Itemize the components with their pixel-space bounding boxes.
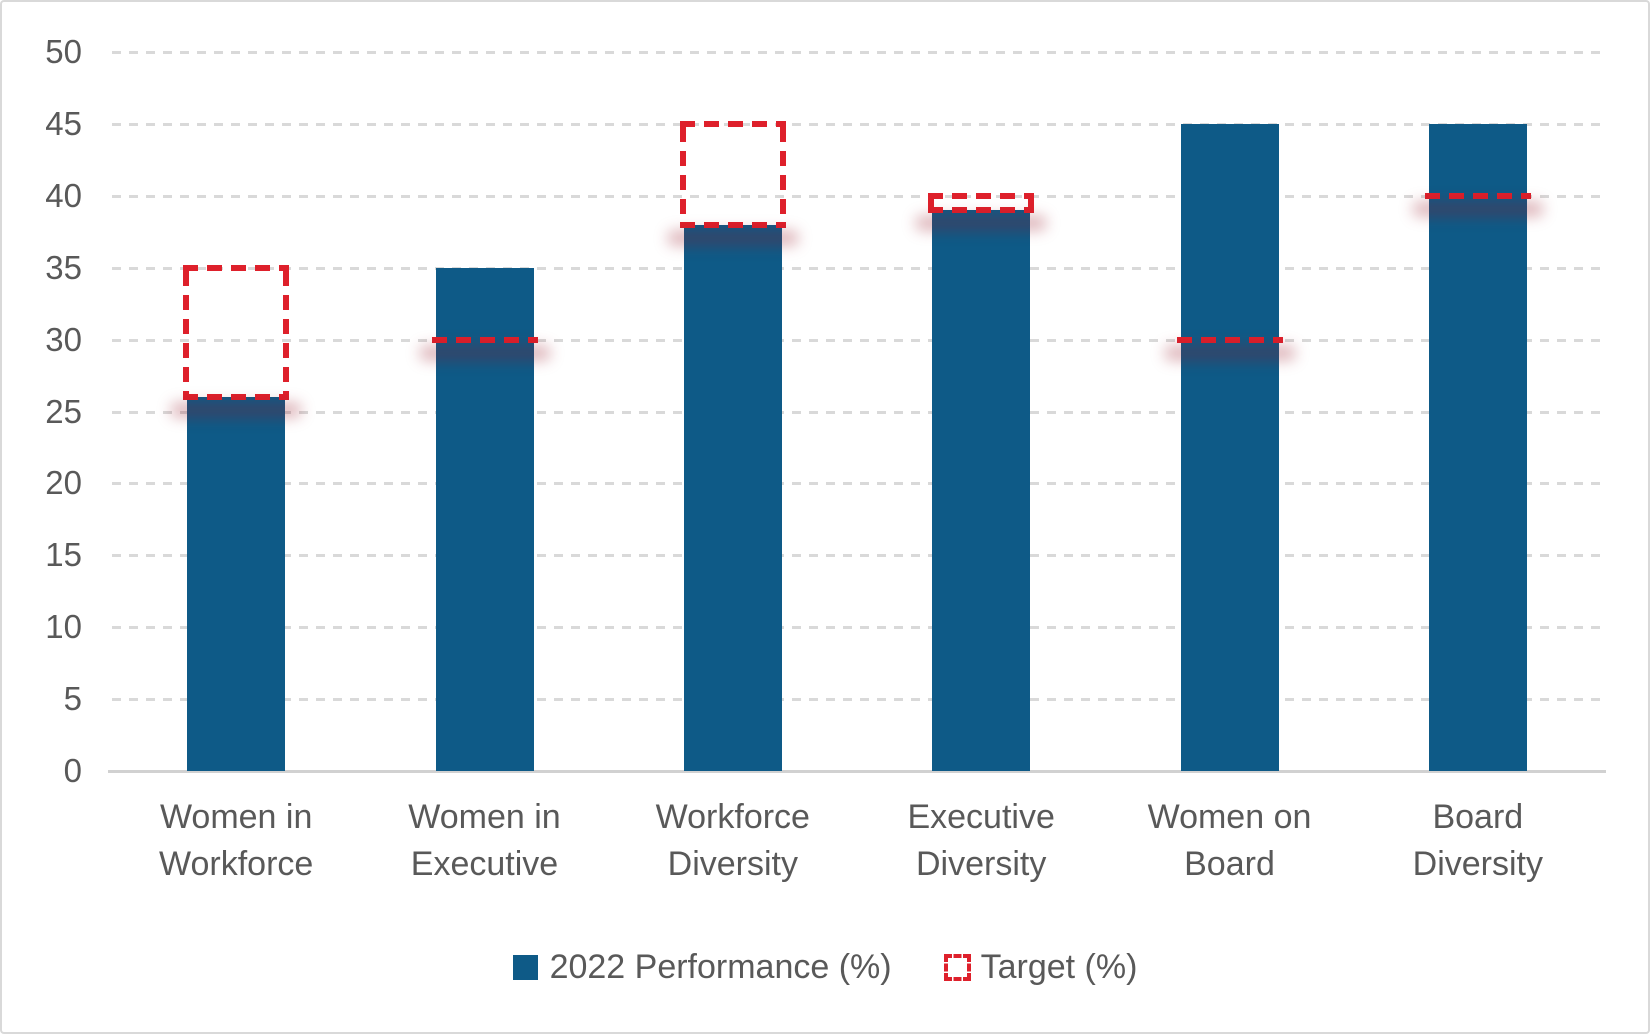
target-box-right-edge	[283, 270, 290, 395]
target-box-bottom-edge	[679, 221, 786, 228]
y-tick-label: 30	[45, 320, 82, 358]
performance-bar	[1180, 123, 1279, 771]
gridline	[112, 698, 1602, 702]
gridline	[112, 194, 1602, 198]
x-category-label: Women in Workforce	[112, 794, 360, 888]
x-category-label-line: Workforce	[159, 845, 314, 883]
y-tick-label: 50	[45, 33, 82, 70]
target-line	[431, 336, 538, 343]
target-box-left-edge	[928, 198, 935, 208]
x-category-label-line: Women in	[159, 798, 313, 836]
target-box-top-edge	[679, 120, 786, 127]
x-category-label: Executive Diversity	[857, 794, 1105, 888]
performance-bar	[187, 397, 286, 771]
x-category-label: Workforce Diversity	[609, 794, 857, 888]
y-tick-label: 25	[45, 392, 82, 430]
y-tick-label: 5	[63, 680, 82, 718]
target-box-bottom-edge	[928, 207, 1035, 214]
target-box-right-edge	[779, 126, 786, 222]
performance-bar	[435, 267, 534, 771]
y-tick-label: 15	[45, 536, 82, 574]
gridline	[112, 626, 1602, 630]
target-glow	[1411, 200, 1544, 217]
x-category-label-line: Women in	[408, 798, 561, 836]
legend-item-target: Target (%)	[943, 948, 1138, 987]
target-box-top-edge	[183, 264, 290, 271]
y-tick-label: 45	[45, 104, 82, 142]
target-line	[1424, 192, 1531, 199]
target-box-left-edge	[183, 270, 190, 395]
x-category-label-line: Board	[1432, 798, 1524, 836]
target-glow	[666, 229, 799, 246]
legend-item-performance: 2022 Performance (%)	[512, 948, 892, 987]
performance-bar	[1428, 123, 1527, 771]
x-category-label-line: Diversity	[915, 845, 1047, 883]
gridline	[112, 482, 1602, 486]
y-tick-label: 10	[45, 608, 82, 646]
gridline	[112, 266, 1602, 270]
performance-bar	[932, 210, 1031, 771]
gridline	[112, 410, 1602, 414]
x-category-label-line: Board	[1184, 845, 1275, 883]
gridline	[112, 338, 1602, 342]
target-box-top-edge	[928, 192, 1035, 199]
target-glow	[915, 215, 1048, 232]
gridline	[112, 51, 1602, 54]
legend-label-target: Target (%)	[980, 948, 1138, 986]
performance-bar	[683, 224, 782, 771]
y-tick-label: 20	[45, 464, 82, 502]
target-box-bottom-edge	[183, 394, 290, 401]
x-category-label-line: Diversity	[1412, 845, 1543, 883]
legend-label-performance: 2022 Performance (%)	[549, 948, 892, 986]
target-dashed-swatch-icon	[943, 954, 971, 981]
target-line	[1176, 336, 1283, 343]
y-tick-label: 35	[45, 248, 82, 286]
target-glow	[418, 344, 551, 361]
target-glow	[1163, 344, 1296, 361]
y-tick-label: 0	[63, 752, 82, 789]
target-box-right-edge	[1028, 198, 1035, 208]
x-category-label-line: Executive	[410, 845, 559, 883]
x-axis-line	[108, 770, 1606, 773]
target-box-left-edge	[679, 126, 686, 222]
target-glow	[170, 402, 303, 419]
x-category-label-line: Workforce	[655, 798, 810, 836]
x-category-label-line: Executive	[907, 798, 1055, 836]
x-category-label-line: Women on	[1147, 798, 1312, 836]
legend: 2022 Performance (%) Target (%)	[2, 948, 1648, 987]
plot-area	[108, 51, 1606, 773]
x-category-label-line: Diversity	[667, 845, 798, 883]
gridline	[112, 122, 1602, 126]
x-category-label: Women on Board	[1105, 794, 1353, 888]
x-category-label: Women in Executive	[360, 794, 608, 888]
y-tick-label: 40	[45, 176, 82, 214]
performance-swatch-icon	[512, 955, 538, 980]
x-category-label: Board Diversity	[1354, 794, 1602, 888]
gridline	[112, 554, 1602, 558]
